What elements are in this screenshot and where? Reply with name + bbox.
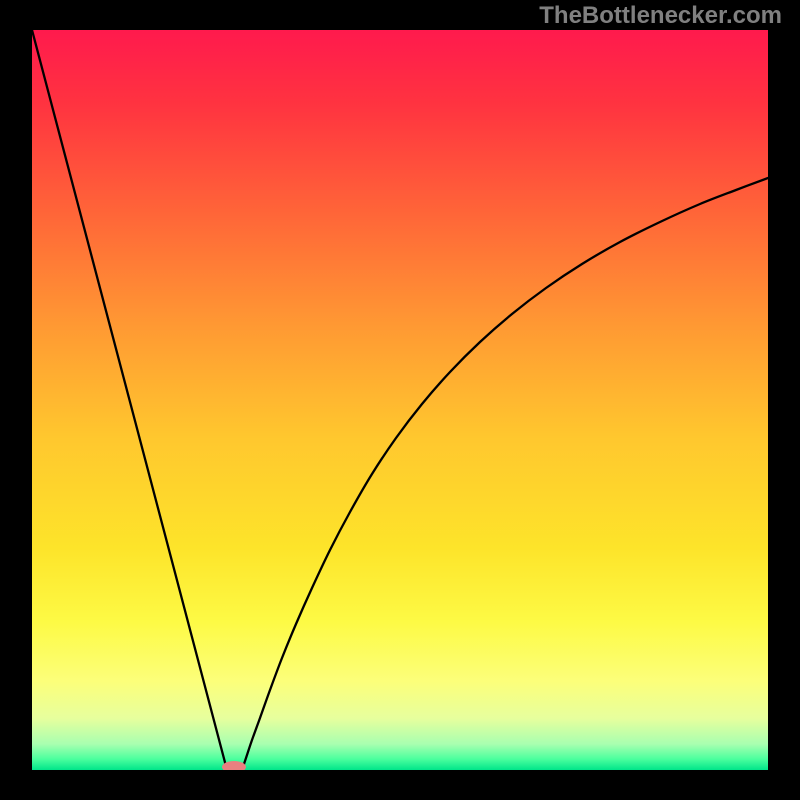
curve-right-segment [242,178,768,770]
chart-container: TheBottlenecker.com [0,0,800,800]
curve-left-segment [32,30,227,770]
plot-area [32,30,768,770]
curve-svg [32,30,768,770]
watermark-text: TheBottlenecker.com [539,2,782,30]
